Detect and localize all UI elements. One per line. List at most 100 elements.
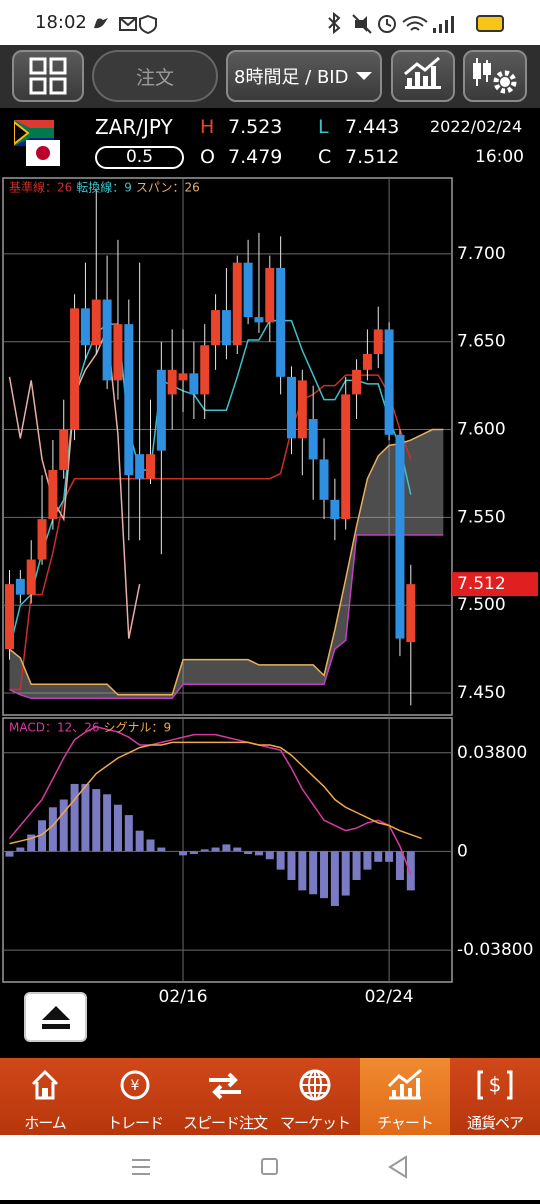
- low: 7.443: [345, 116, 400, 138]
- pair: ZAR/JPY: [95, 115, 173, 139]
- low-label: L: [318, 116, 329, 138]
- chart-icon: [404, 56, 441, 89]
- histogram-bar: [16, 847, 25, 852]
- menu-button[interactable]: [12, 50, 84, 102]
- candle-body: [406, 584, 416, 643]
- candle-body: [80, 308, 90, 346]
- candle-body: [254, 317, 264, 323]
- histogram-bar: [27, 834, 36, 852]
- candle-body: [59, 429, 69, 470]
- clock: 18:02: [35, 12, 87, 33]
- nav-item[interactable]: スピード注文: [180, 1058, 270, 1135]
- open-label: O: [200, 146, 215, 168]
- candle-body: [265, 267, 275, 323]
- timeframe-select[interactable]: 8時間足 / BID: [226, 50, 382, 102]
- histogram-bar: [298, 851, 307, 891]
- histogram-bar: [309, 851, 318, 895]
- histogram-bar: [254, 851, 263, 856]
- nav-icon: [387, 1068, 422, 1100]
- candle-body: [5, 584, 15, 650]
- x-tick-label: 02/16: [159, 987, 208, 1007]
- nav-label: チャート: [377, 1114, 434, 1132]
- bottom-nav: ホーム ¥ トレード スピード注文 マーケット チャート $ 通貨ペア: [0, 1058, 540, 1135]
- nav-item[interactable]: チャート: [360, 1058, 450, 1135]
- nav-icon: [31, 1069, 59, 1100]
- candle-body: [243, 262, 253, 318]
- last-price-tag: [452, 572, 538, 597]
- close-label: C: [318, 146, 332, 168]
- candle-body: [341, 394, 351, 520]
- svg-text:$: $: [489, 1073, 502, 1097]
- dropdown-arrow: [356, 72, 373, 80]
- indicator-line: [9, 428, 444, 696]
- candle-body: [113, 324, 123, 381]
- macd-line: [9, 741, 422, 845]
- nav-label: トレード: [106, 1114, 164, 1132]
- macd-line: [8, 726, 412, 876]
- candle-body: [37, 519, 47, 560]
- candle-body: [286, 376, 296, 439]
- candle-body: [26, 559, 36, 595]
- candle-body: [362, 354, 372, 370]
- open: 7.479: [228, 146, 283, 168]
- y-tick-label: 7.450: [457, 683, 506, 703]
- y-tick-label: 7.650: [457, 332, 506, 352]
- candle-body: [70, 308, 80, 430]
- date: 2022/02/24: [430, 117, 523, 136]
- legend-entry: MACD：12、26: [9, 721, 100, 735]
- histogram-bar: [146, 839, 155, 852]
- candle-body: [276, 267, 286, 377]
- timeframe-label: 8時間足 / BID: [234, 67, 349, 88]
- histogram-bar: [363, 851, 372, 870]
- histogram-bar: [70, 783, 79, 852]
- histogram-bar: [124, 815, 133, 852]
- candle-body: [145, 454, 155, 479]
- histogram-bar: [287, 851, 296, 880]
- y-tick-label: 7.700: [457, 244, 506, 264]
- nav-item[interactable]: マーケット: [270, 1058, 360, 1135]
- high-label: H: [200, 116, 215, 138]
- nav-item[interactable]: ¥ トレード: [90, 1058, 180, 1135]
- histogram-bar: [81, 783, 90, 852]
- histogram-bar: [233, 847, 242, 852]
- nav-label: 通貨ペア: [466, 1114, 524, 1132]
- collapse-button[interactable]: [24, 992, 87, 1042]
- nav-icon: [209, 1072, 241, 1100]
- histogram-bar: [157, 847, 166, 852]
- histogram-bar: [189, 851, 198, 855]
- lot-button[interactable]: 0.5: [95, 146, 184, 169]
- legend-entry: スパン：26: [136, 181, 200, 195]
- y-tick-label: 7.500: [457, 595, 506, 615]
- histogram-bar: [103, 794, 112, 852]
- candle-body: [178, 373, 188, 381]
- order-button[interactable]: 注文: [92, 50, 218, 102]
- indicator-line: [9, 374, 412, 691]
- settings-icon: [473, 58, 517, 94]
- nav-item[interactable]: ホーム: [0, 1058, 90, 1135]
- candle-body: [384, 329, 394, 435]
- legend-entry: 基準線：26: [9, 180, 72, 195]
- candle-body: [15, 578, 25, 595]
- settings-button[interactable]: [463, 50, 527, 102]
- histogram-bar: [276, 851, 285, 870]
- notification-icons: [94, 14, 157, 34]
- candle-body: [189, 373, 199, 395]
- nav-item[interactable]: $ 通貨ペア: [450, 1058, 540, 1135]
- histogram-bar: [92, 789, 101, 852]
- candle-body: [211, 310, 221, 346]
- nav-icon: $: [477, 1070, 513, 1100]
- rate-header: ZAR/JPY H 7.523 L 7.443 2022/02/24 0.5 O…: [0, 108, 540, 175]
- chart-type-button[interactable]: [391, 50, 455, 102]
- candle-body: [297, 380, 307, 439]
- legend-entry: シグナル：9: [104, 721, 172, 735]
- y-tick-label: 0.03800: [457, 743, 527, 763]
- nav-label: ホーム: [24, 1114, 67, 1132]
- x-tick-label: 02/24: [365, 987, 414, 1007]
- histogram-bar: [265, 851, 274, 860]
- nav-label: スピード注文: [182, 1114, 268, 1132]
- toolbar: 注文 8時間足 / BID: [0, 45, 540, 108]
- histogram-bar: [374, 851, 383, 862]
- high: 7.523: [228, 116, 283, 138]
- histogram-bar: [48, 807, 57, 852]
